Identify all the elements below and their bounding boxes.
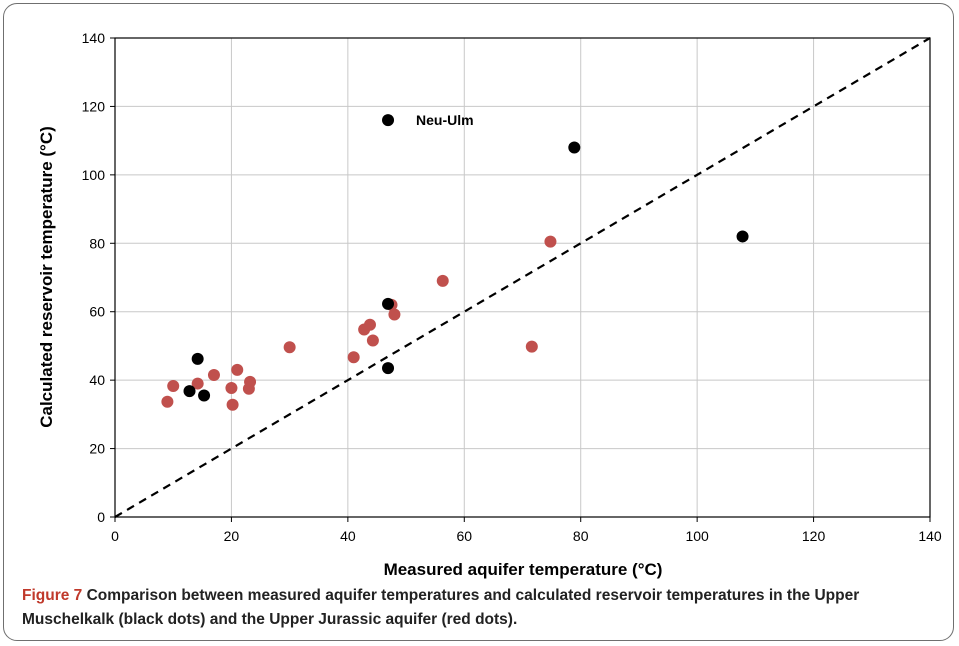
reference-line-group bbox=[114, 37, 931, 518]
point-s0-8 bbox=[244, 375, 257, 388]
caption-text: Comparison between measured aquifer temp… bbox=[22, 587, 860, 628]
point-s1-0 bbox=[183, 385, 196, 398]
y-tick-label-1: 20 bbox=[89, 441, 105, 457]
one-to-one-reference-line bbox=[114, 37, 931, 518]
point-s0-4 bbox=[225, 382, 238, 395]
point-s0-17 bbox=[525, 340, 538, 353]
y-tick-label-5: 100 bbox=[82, 167, 106, 183]
y-tick-label-4: 80 bbox=[89, 235, 105, 251]
point-s1-1 bbox=[191, 352, 204, 365]
point-s0-13 bbox=[366, 334, 379, 347]
point-s0-9 bbox=[283, 341, 296, 354]
y-tick-label-2: 40 bbox=[89, 372, 105, 388]
caption-lead: Figure 7 bbox=[22, 587, 83, 604]
y-tick-label-3: 60 bbox=[89, 304, 105, 320]
y-tick-label-0: 0 bbox=[97, 509, 105, 525]
point-s0-6 bbox=[231, 363, 244, 376]
x-tick-label-0: 0 bbox=[111, 528, 119, 544]
x-tick-label-2: 40 bbox=[340, 528, 356, 544]
y-axis-label: Calculated reservoir temperature (°C) bbox=[37, 126, 56, 428]
scatter-chart: 0 20 40 60 80 100 120 140 0 20 40 60 80 100 120 140 Ne… bbox=[37, 30, 942, 579]
point-s1-2 bbox=[198, 389, 211, 402]
x-axis-label: Measured aquifer temperature (°C) bbox=[384, 560, 663, 579]
point-s1-7 bbox=[736, 230, 749, 243]
point-s0-18 bbox=[544, 235, 557, 248]
point-s0-2 bbox=[191, 377, 204, 390]
annotation-0: Neu-Ulm bbox=[416, 112, 474, 128]
y-tick-label-7: 140 bbox=[82, 30, 106, 46]
grid-lines bbox=[115, 38, 930, 517]
point-s1-6 bbox=[568, 141, 581, 154]
point-s0-5 bbox=[226, 398, 239, 411]
point-s0-1 bbox=[167, 379, 180, 392]
point-s0-12 bbox=[363, 318, 376, 331]
y-tick-label-6: 120 bbox=[82, 98, 106, 114]
point-s0-16 bbox=[436, 274, 449, 287]
chart-annotations: Neu-Ulm bbox=[416, 112, 474, 128]
y-tick-labels: 0 20 40 60 80 100 120 140 bbox=[82, 30, 115, 525]
x-tick-label-7: 140 bbox=[918, 528, 942, 544]
x-tick-label-4: 80 bbox=[573, 528, 589, 544]
point-s0-15 bbox=[388, 308, 401, 321]
point-s1-5 bbox=[382, 362, 395, 375]
point-s0-10 bbox=[347, 351, 360, 364]
plot-area-border bbox=[114, 37, 931, 518]
point-s1-3 bbox=[382, 114, 395, 127]
x-tick-label-5: 100 bbox=[685, 528, 709, 544]
point-s1-4 bbox=[382, 297, 395, 310]
point-s0-3 bbox=[207, 369, 220, 382]
x-tick-labels: 0 20 40 60 80 100 120 140 bbox=[111, 517, 942, 544]
x-tick-label-6: 120 bbox=[802, 528, 826, 544]
figure-frame bbox=[3, 3, 954, 641]
x-tick-label-1: 20 bbox=[224, 528, 240, 544]
x-tick-label-3: 60 bbox=[456, 528, 472, 544]
point-s0-0 bbox=[161, 395, 174, 408]
data-points bbox=[161, 114, 749, 411]
figure-caption: Figure 7 Comparison between measured aqu… bbox=[22, 584, 942, 632]
